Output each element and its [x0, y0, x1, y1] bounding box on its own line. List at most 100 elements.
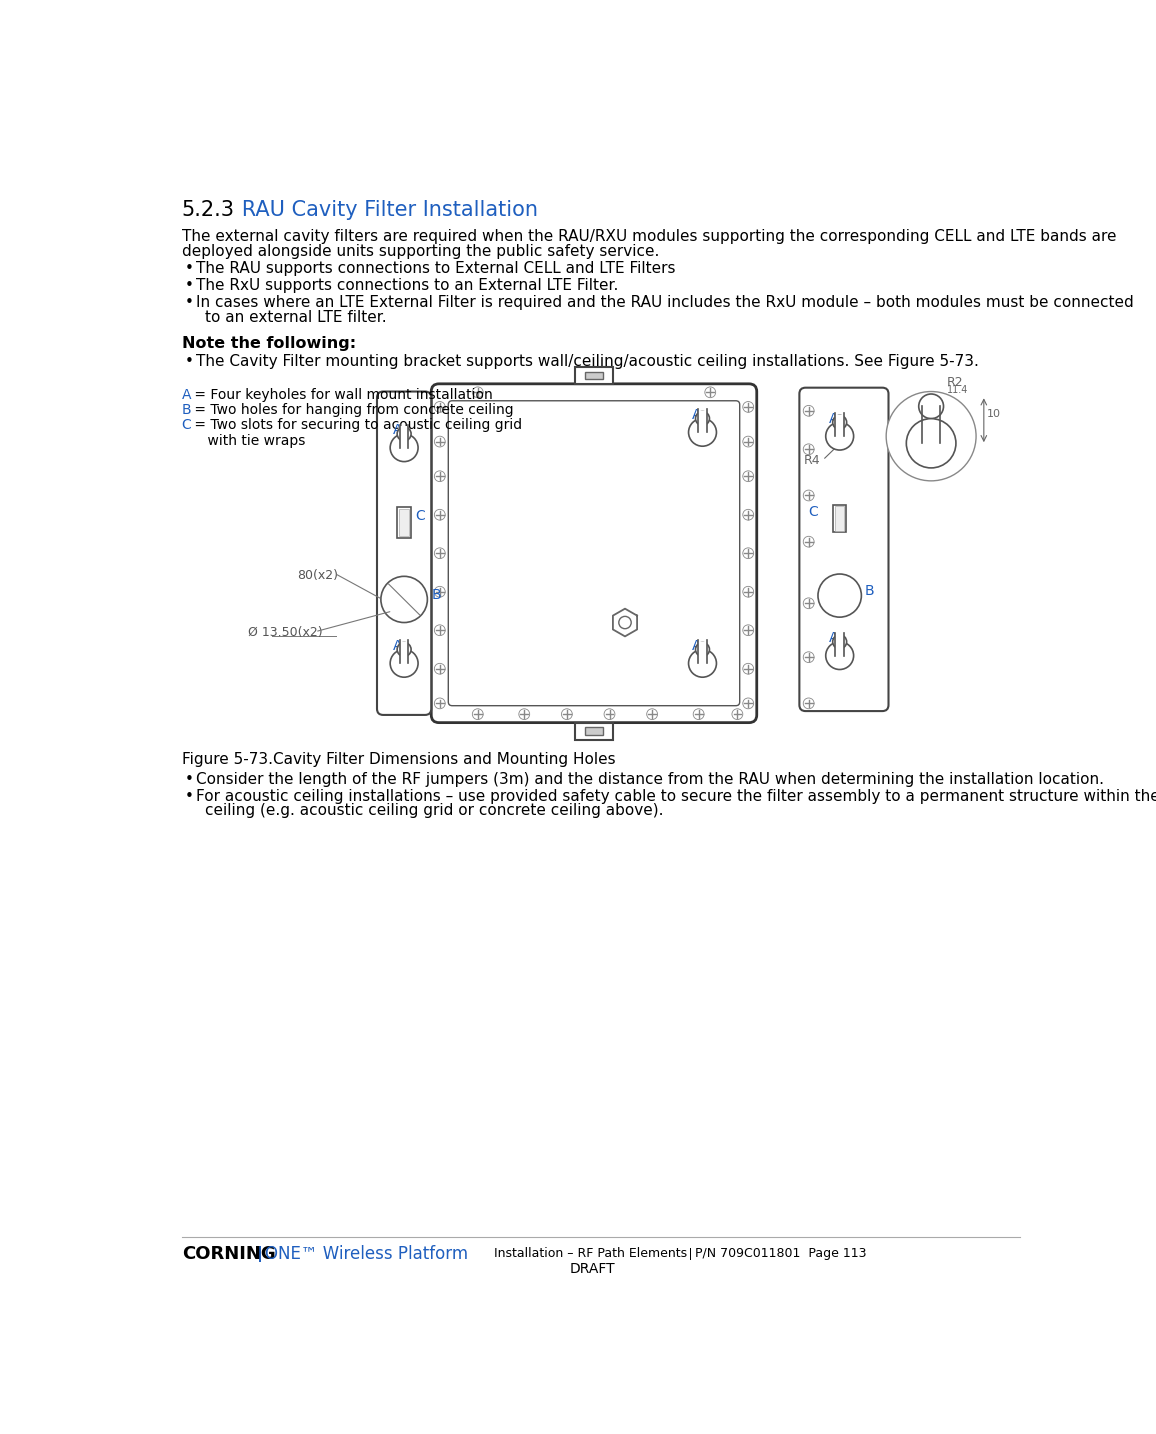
Text: •: • — [185, 295, 194, 310]
Text: C: C — [181, 419, 192, 433]
Circle shape — [803, 490, 814, 500]
Text: = Four keyholes for wall mount installation: = Four keyholes for wall mount installat… — [191, 387, 492, 402]
Circle shape — [887, 391, 976, 480]
Circle shape — [803, 698, 814, 708]
Circle shape — [689, 650, 717, 677]
Text: with tie wraps: with tie wraps — [191, 435, 305, 447]
Bar — [398, 508, 412, 538]
Text: CORNING: CORNING — [181, 1245, 275, 1263]
Circle shape — [743, 625, 754, 635]
Circle shape — [743, 402, 754, 413]
Text: C: C — [808, 505, 818, 519]
Text: •: • — [185, 354, 194, 369]
Circle shape — [705, 387, 716, 397]
Circle shape — [919, 394, 943, 419]
Text: A: A — [181, 387, 191, 402]
Circle shape — [398, 427, 412, 440]
Text: The RxU supports connections to an External LTE Filter.: The RxU supports connections to an Exter… — [195, 278, 618, 294]
Circle shape — [803, 536, 814, 546]
Circle shape — [519, 708, 529, 720]
Text: = Two holes for hanging from concrete ceiling: = Two holes for hanging from concrete ce… — [191, 403, 514, 417]
Bar — [836, 414, 844, 436]
Circle shape — [689, 419, 717, 446]
Text: Ø 13.50(x2): Ø 13.50(x2) — [249, 627, 323, 640]
Circle shape — [435, 625, 445, 635]
Text: The RAU supports connections to External CELL and LTE Filters: The RAU supports connections to External… — [195, 261, 675, 277]
Text: B: B — [181, 403, 192, 417]
Bar — [690, 1248, 691, 1260]
Circle shape — [818, 574, 861, 617]
Circle shape — [803, 445, 814, 455]
Text: R2: R2 — [947, 376, 963, 389]
Text: B: B — [432, 588, 442, 602]
Bar — [259, 1246, 261, 1262]
Text: For acoustic ceiling installations – use provided safety cable to secure the fil: For acoustic ceiling installations – use… — [195, 789, 1156, 804]
Text: A: A — [829, 631, 838, 645]
Text: The external cavity filters are required when the RAU/RXU modules supporting the: The external cavity filters are required… — [181, 229, 1117, 244]
Circle shape — [435, 402, 445, 413]
Text: Note the following:: Note the following: — [181, 336, 356, 351]
Circle shape — [398, 642, 412, 657]
Circle shape — [825, 423, 853, 450]
Text: Figure 5-73.Cavity Filter Dimensions and Mounting Holes: Figure 5-73.Cavity Filter Dimensions and… — [181, 751, 615, 767]
Text: A: A — [829, 412, 838, 426]
Circle shape — [803, 406, 814, 416]
Text: In cases where an LTE External Filter is required and the RAU includes the RxU m: In cases where an LTE External Filter is… — [195, 295, 1133, 310]
Text: A: A — [691, 638, 702, 652]
Bar — [836, 634, 844, 655]
Circle shape — [696, 642, 710, 657]
FancyBboxPatch shape — [431, 384, 757, 723]
Circle shape — [562, 708, 572, 720]
Circle shape — [435, 548, 445, 559]
Circle shape — [435, 470, 445, 482]
Circle shape — [391, 650, 418, 677]
Text: •: • — [185, 278, 194, 294]
Bar — [400, 509, 409, 535]
FancyBboxPatch shape — [800, 387, 889, 711]
Circle shape — [435, 698, 445, 708]
Circle shape — [646, 708, 658, 720]
Bar — [585, 727, 603, 736]
Circle shape — [832, 635, 846, 648]
Text: A: A — [691, 407, 702, 422]
Text: DRAFT: DRAFT — [570, 1262, 615, 1276]
Text: C: C — [415, 509, 424, 523]
Text: 11.4: 11.4 — [947, 386, 968, 396]
Text: RAU Cavity Filter Installation: RAU Cavity Filter Installation — [222, 199, 538, 219]
Text: •: • — [185, 789, 194, 804]
Text: The Cavity Filter mounting bracket supports wall/ceiling/acoustic ceiling instal: The Cavity Filter mounting bracket suppo… — [195, 354, 978, 369]
Text: 5.2.3: 5.2.3 — [181, 199, 235, 219]
Circle shape — [743, 509, 754, 521]
Text: 10: 10 — [987, 409, 1001, 419]
Text: deployed alongside units supporting the public safety service.: deployed alongside units supporting the … — [181, 244, 659, 258]
Bar — [400, 642, 408, 664]
Bar — [835, 506, 844, 531]
Circle shape — [380, 576, 428, 622]
Circle shape — [605, 708, 615, 720]
Bar — [833, 505, 846, 532]
Circle shape — [435, 664, 445, 674]
FancyBboxPatch shape — [377, 391, 431, 716]
Bar — [400, 426, 408, 447]
Circle shape — [732, 708, 743, 720]
Circle shape — [473, 708, 483, 720]
Text: •: • — [185, 261, 194, 277]
Circle shape — [743, 548, 754, 559]
Circle shape — [435, 436, 445, 447]
Circle shape — [803, 652, 814, 663]
Bar — [576, 723, 613, 740]
Text: ONE™ Wireless Platform: ONE™ Wireless Platform — [266, 1245, 468, 1263]
Text: ceiling (e.g. acoustic ceiling grid or concrete ceiling above).: ceiling (e.g. acoustic ceiling grid or c… — [205, 803, 664, 819]
Text: to an external LTE filter.: to an external LTE filter. — [205, 310, 386, 326]
Text: P/N 709C011801  Page 113: P/N 709C011801 Page 113 — [695, 1248, 866, 1260]
Circle shape — [743, 664, 754, 674]
Circle shape — [694, 708, 704, 720]
Text: R4: R4 — [803, 455, 820, 467]
Bar — [698, 410, 706, 432]
Text: B: B — [865, 584, 874, 598]
Circle shape — [743, 587, 754, 597]
Text: •: • — [185, 771, 194, 787]
Circle shape — [743, 470, 754, 482]
Circle shape — [473, 387, 483, 397]
Bar — [585, 371, 603, 379]
